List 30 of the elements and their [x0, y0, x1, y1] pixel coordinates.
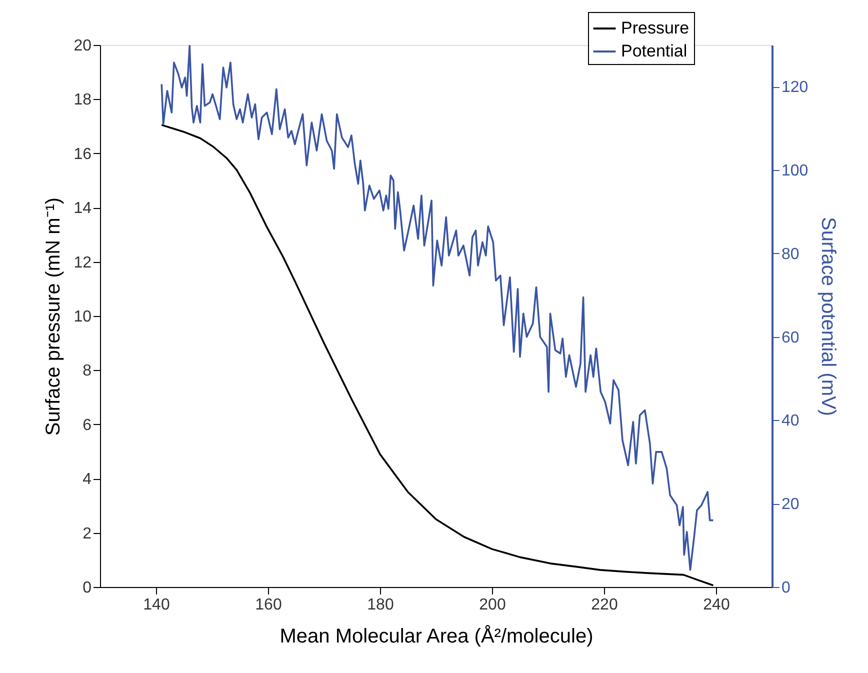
- y2-tick-label: 0: [782, 580, 790, 596]
- y-tick-label: 4: [82, 471, 92, 488]
- y2-tick-label: 80: [782, 246, 800, 263]
- y2-axis-title: Surface potential (mV): [817, 217, 840, 416]
- y2-tick-label: 100: [782, 162, 808, 180]
- x-tick-label: 200: [479, 596, 506, 614]
- y2-tick-label: 60: [782, 329, 800, 346]
- x-tick-label: 180: [367, 596, 394, 614]
- y-tick-label: 0: [82, 580, 92, 596]
- x-tick-label: 220: [591, 596, 618, 614]
- x-tick-label: 140: [143, 596, 170, 614]
- y-axis-title: Surface pressure (mN m⁻¹): [42, 197, 65, 436]
- y2-tick-label: 40: [782, 412, 800, 430]
- y2-tick-label: 20: [782, 496, 800, 514]
- y-tick-label: 2: [82, 525, 92, 542]
- y-tick-label: 20: [74, 38, 92, 54]
- y-tick-label: 12: [74, 254, 92, 272]
- x-tick-label: 240: [703, 596, 730, 614]
- y-tick-label: 14: [74, 200, 92, 218]
- y-tick-label: 18: [74, 92, 92, 109]
- y-tick-label: 6: [82, 416, 92, 434]
- y-tick-label: 16: [74, 146, 92, 163]
- y-tick-label: 10: [74, 308, 92, 326]
- y2-tick-label: 120: [782, 79, 808, 96]
- y-tick-label: 8: [82, 362, 92, 380]
- legend-label: Potential: [621, 42, 688, 60]
- legend-label: Pressure: [621, 18, 690, 38]
- x-axis-title: Mean Molecular Area (Å²/molecule): [280, 624, 594, 648]
- line-series: [160, 44, 714, 571]
- x-tick-label: 160: [255, 596, 282, 614]
